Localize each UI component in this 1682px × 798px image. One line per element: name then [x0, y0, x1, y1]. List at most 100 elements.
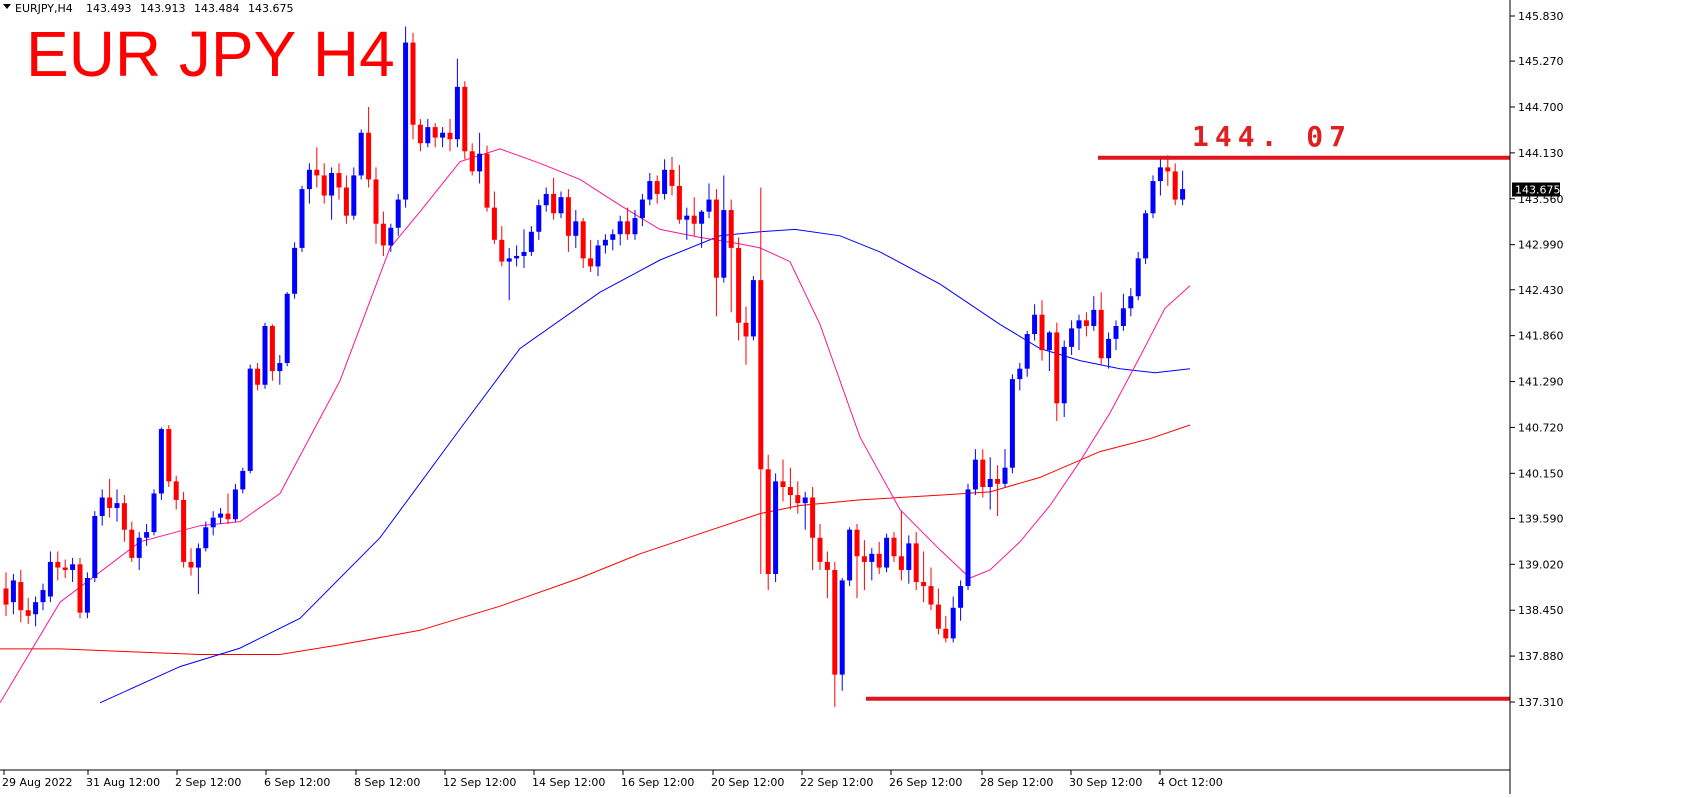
- time-tick-label: 2 Sep 12:00: [175, 776, 241, 789]
- candle: [329, 167, 335, 220]
- candle-body: [144, 532, 150, 538]
- candle: [750, 276, 756, 341]
- candle-body: [218, 513, 224, 518]
- candle: [787, 467, 793, 510]
- candle-body: [625, 221, 631, 235]
- candle: [1113, 320, 1119, 351]
- candle: [1061, 340, 1067, 417]
- candle: [92, 511, 98, 583]
- candle-body: [595, 245, 601, 267]
- candle-body: [632, 218, 638, 235]
- candle: [70, 557, 76, 583]
- candle-body: [3, 588, 9, 605]
- candle: [491, 191, 497, 244]
- candle: [1076, 314, 1082, 351]
- candle: [543, 187, 549, 212]
- candle: [706, 183, 712, 219]
- candle: [25, 598, 31, 624]
- candle-body: [351, 175, 357, 216]
- candle: [440, 127, 446, 148]
- candle: [1054, 322, 1060, 421]
- candle-body: [787, 487, 793, 496]
- candle-body: [958, 586, 964, 608]
- candle-body: [491, 207, 497, 240]
- candle-body: [499, 239, 505, 262]
- candle: [669, 156, 675, 196]
- chart-header: EURJPY,H4 143.493 143.913 143.484 143.67…: [3, 2, 294, 15]
- time-tick-label: 28 Sep 12:00: [980, 776, 1053, 789]
- candle: [632, 210, 638, 240]
- candle: [203, 521, 209, 552]
- ma-slow-line: [0, 424, 1191, 655]
- candle: [425, 119, 431, 148]
- horizontal-levels: [866, 155, 1510, 701]
- candle-body: [1113, 325, 1119, 339]
- candle-body: [602, 239, 608, 246]
- candle: [1046, 330, 1052, 372]
- candle-body: [639, 199, 645, 219]
- candle-body: [255, 368, 261, 385]
- candle: [965, 483, 971, 591]
- candle-body: [454, 86, 460, 140]
- candle-body: [1046, 332, 1052, 351]
- candle: [1098, 292, 1104, 365]
- candle-body: [995, 478, 1001, 484]
- candle-body: [972, 459, 978, 490]
- candle-body: [188, 561, 194, 568]
- candle-body: [1002, 467, 1008, 484]
- price-tick-label: 139.020: [1518, 558, 1564, 571]
- candle-body: [928, 586, 934, 605]
- candle-body: [743, 322, 749, 337]
- candle-body: [750, 280, 756, 337]
- candle-body: [921, 582, 927, 587]
- chart-title: EUR JPY H4: [26, 18, 395, 90]
- candle: [891, 532, 897, 562]
- candle: [262, 322, 268, 389]
- candle: [536, 199, 542, 240]
- candle: [736, 237, 742, 341]
- header-symbol: EURJPY,H4: [15, 2, 73, 15]
- candle: [713, 189, 719, 317]
- candle: [514, 245, 520, 267]
- candle-body: [669, 169, 675, 186]
- candle-body: [240, 470, 246, 490]
- price-tick-label: 140.720: [1518, 421, 1564, 434]
- candle: [343, 175, 349, 224]
- candle: [595, 239, 601, 277]
- candle-body: [25, 610, 31, 616]
- candle: [1091, 296, 1097, 331]
- candle-body: [166, 429, 172, 482]
- time-tick-label: 30 Sep 12:00: [1069, 776, 1142, 789]
- candle: [1165, 155, 1171, 186]
- candle-body: [935, 604, 941, 629]
- candle-body: [876, 553, 882, 568]
- candle: [884, 533, 890, 573]
- candle-body: [699, 211, 705, 224]
- candle-body: [417, 124, 423, 144]
- price-tick-label: 141.860: [1518, 330, 1564, 343]
- candle: [943, 615, 949, 643]
- candle: [373, 167, 379, 244]
- candle-body: [906, 543, 912, 570]
- candle: [62, 559, 68, 579]
- candle: [906, 535, 912, 584]
- candle: [780, 459, 786, 502]
- candle: [1039, 300, 1045, 361]
- menu-triangle-icon[interactable]: [3, 4, 11, 9]
- candle-body: [802, 497, 808, 504]
- candle-body: [758, 280, 764, 470]
- current-price-value: 143.675: [1515, 184, 1561, 197]
- candles: [3, 26, 1186, 707]
- candle: [366, 106, 372, 188]
- candle: [255, 363, 261, 391]
- candle: [573, 210, 579, 248]
- header-close: 143.675: [248, 2, 294, 15]
- candle: [758, 187, 764, 574]
- candle-body: [728, 210, 734, 248]
- current-price-tag: 143.675: [1512, 182, 1561, 197]
- candle-body: [469, 151, 475, 172]
- candle: [55, 551, 61, 581]
- candle: [1128, 288, 1134, 317]
